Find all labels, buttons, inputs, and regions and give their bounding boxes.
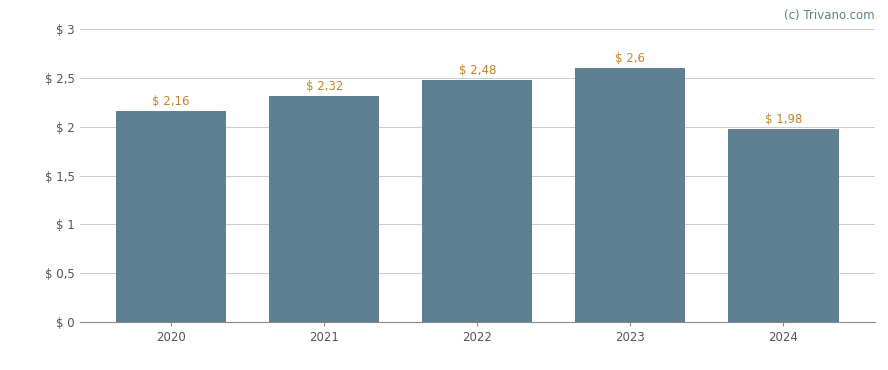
Bar xyxy=(422,80,533,322)
Text: $ 2,16: $ 2,16 xyxy=(153,95,190,108)
Bar xyxy=(575,68,686,322)
Text: $ 2,6: $ 2,6 xyxy=(615,53,646,65)
Text: $ 2,48: $ 2,48 xyxy=(458,64,496,77)
Bar xyxy=(269,96,379,322)
Text: $ 1,98: $ 1,98 xyxy=(765,113,802,126)
Text: (c) Trivano.com: (c) Trivano.com xyxy=(784,9,875,22)
Text: $ 2,32: $ 2,32 xyxy=(305,80,343,93)
Bar xyxy=(116,111,226,322)
Bar xyxy=(728,129,838,322)
